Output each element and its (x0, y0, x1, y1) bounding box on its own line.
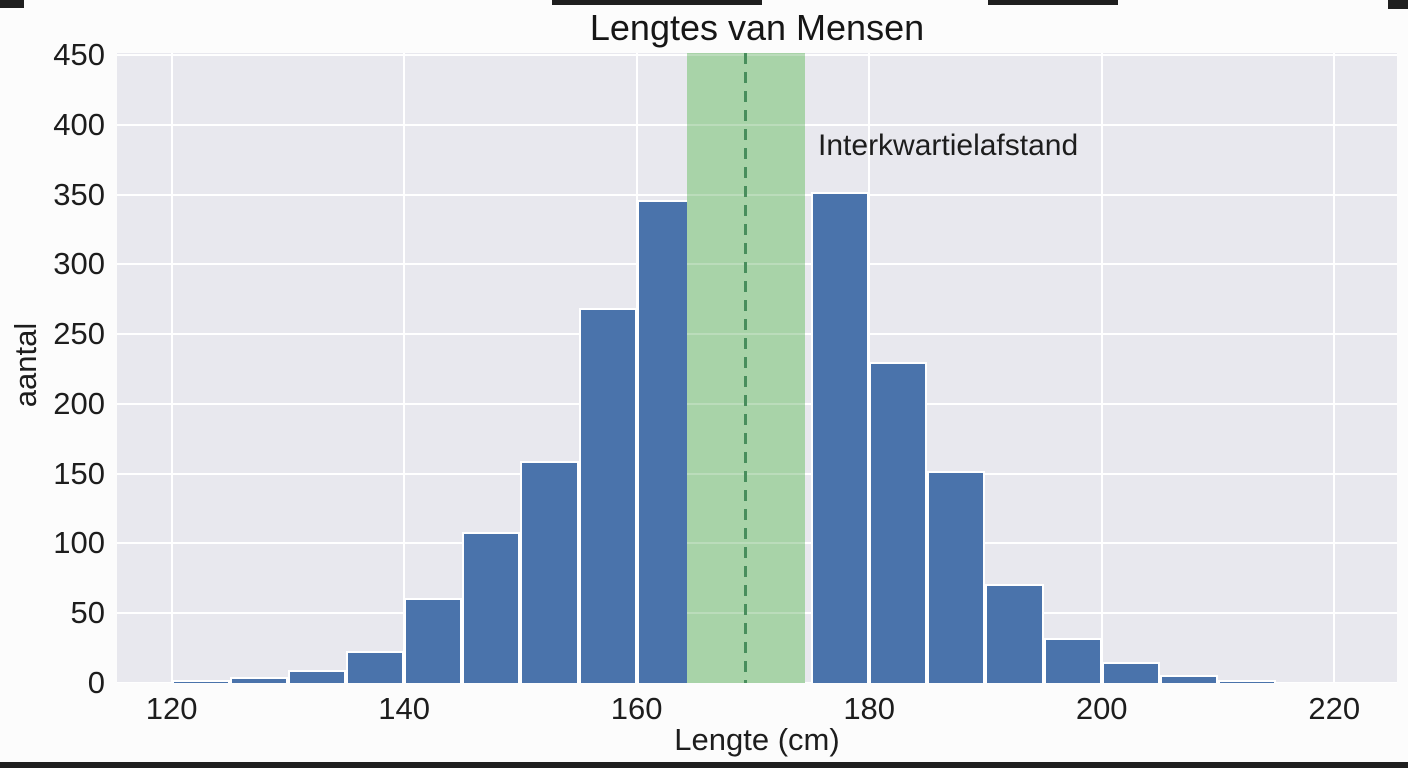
histogram-bar (1217, 680, 1277, 683)
x-tick-label: 120 (145, 691, 198, 726)
x-tick-label: 200 (1075, 691, 1128, 726)
v-gridline (170, 53, 173, 683)
y-tick-label: 400 (53, 106, 105, 142)
x-tick-label: 140 (378, 691, 431, 726)
histogram-bar (1101, 662, 1160, 683)
photo-edge-artifact (988, 0, 1118, 5)
x-tick-label: 220 (1308, 691, 1361, 726)
median-dashed-line (744, 53, 748, 683)
y-tick-label: 300 (53, 246, 105, 282)
histogram-bar (346, 650, 405, 683)
chart-title: Lengtes van Mensen (589, 7, 925, 48)
photo-edge-artifact (0, 0, 24, 8)
y-tick-label: 200 (53, 385, 105, 421)
y-tick-label: 350 (53, 176, 105, 212)
x-axis-label: Lengte (cm) (674, 722, 840, 757)
histogram-bar (985, 583, 1044, 683)
y-tick-label: 50 (70, 595, 105, 631)
y-tick-label: 150 (53, 455, 105, 491)
y-tick-label: 0 (87, 665, 105, 700)
histogram-bar (287, 670, 347, 683)
photo-edge-artifact (0, 762, 1408, 768)
photo-edge-artifact (1388, 0, 1408, 9)
histogram-bar (229, 677, 288, 683)
y-tick-label: 250 (53, 316, 105, 352)
histogram-bar (462, 532, 521, 683)
histogram-bar (578, 307, 637, 683)
iqr-annotation-label: Interkwartielafstand (818, 128, 1079, 162)
v-gridline (403, 53, 406, 683)
histogram-bar (404, 597, 463, 683)
histogram-bar (811, 191, 870, 683)
x-tick-label: 160 (610, 691, 663, 726)
v-gridline (1100, 53, 1103, 683)
v-gridline (1333, 53, 1336, 683)
y-axis-label: aantal (8, 322, 43, 408)
histogram-bar (1043, 638, 1102, 683)
histogram-bar (1159, 674, 1218, 683)
y-tick-label: 100 (53, 525, 105, 561)
histogram-bar (869, 362, 928, 683)
histogram-bar (520, 461, 579, 683)
histogram-bar (636, 200, 695, 683)
histogram-bar (171, 680, 230, 683)
plot-area: Interkwartielafstand (117, 53, 1397, 683)
y-tick-label: 450 (53, 37, 105, 73)
histogram-bar (927, 470, 986, 683)
photo-edge-artifact (552, 0, 762, 5)
x-tick-label: 180 (843, 691, 896, 726)
